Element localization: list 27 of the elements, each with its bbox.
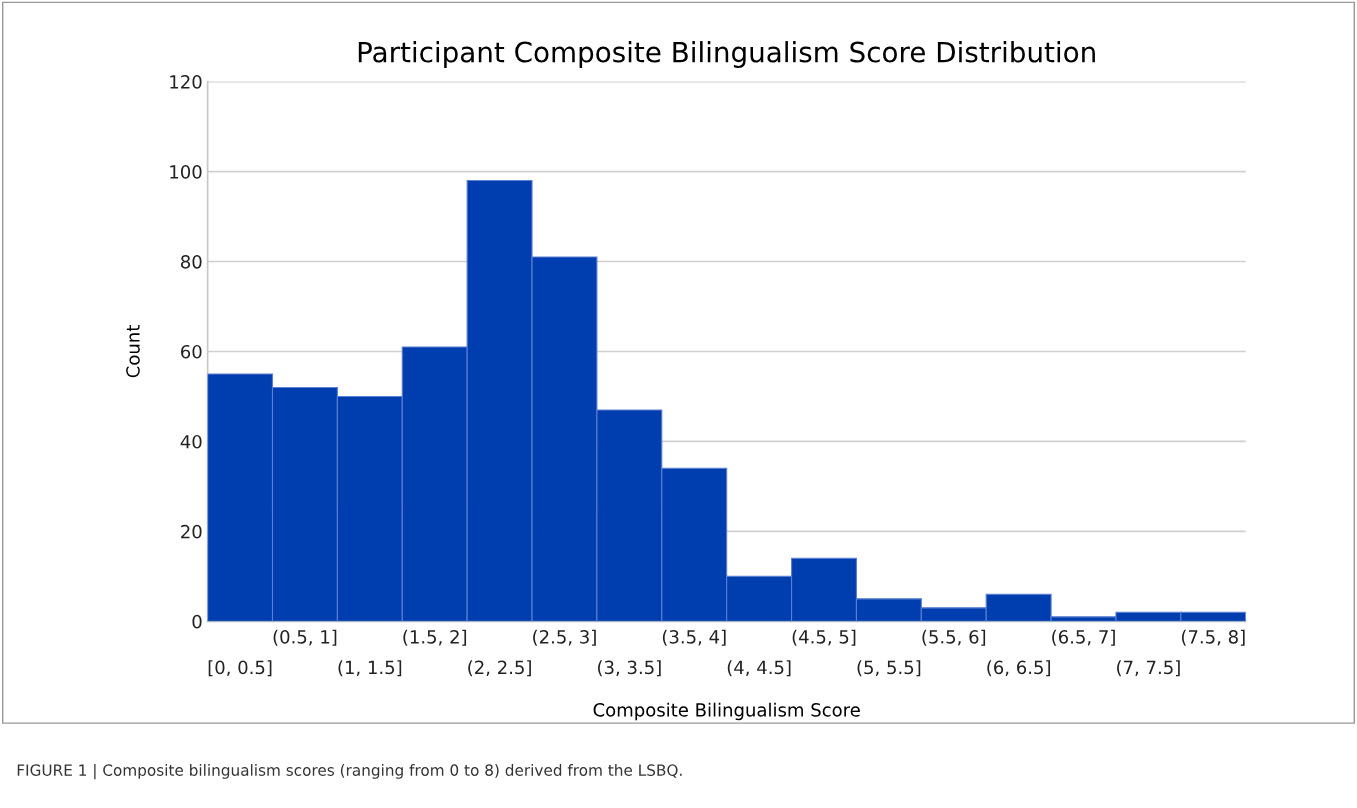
- caption: FIGURE 1 | Composite bilingualism scores (ranging from 0 to 8) derived from the LSBQ.: [17, 764, 682, 780]
- y-tick-label: 20: [181, 524, 202, 539]
- x-tick-label: (5, 5.5]: [857, 660, 921, 677]
- x-tick-label: (6, 6.5]: [987, 660, 1050, 677]
- y-tick-label: 0: [192, 614, 202, 629]
- chart-title: Participant Composite Bilingualism Score Distribution: [358, 41, 1095, 68]
- x-tick-label: (6.5, 7]: [1052, 629, 1115, 646]
- y-axis-title: Count: [126, 325, 140, 378]
- y-tick-label: 40: [180, 434, 202, 449]
- x-tick-label: (0.5, 1]: [273, 629, 337, 646]
- x-tick-label: (3, 3.5]: [598, 660, 661, 677]
- x-axis-title: Composite Bilingualism Score: [593, 702, 860, 721]
- x-tick-label: [0, 0.5]: [208, 660, 272, 677]
- y-tick-label: 120: [170, 75, 202, 89]
- x-tick-label: (4, 4.5]: [727, 660, 791, 677]
- x-tick-label: (1, 1.5]: [338, 660, 402, 677]
- x-tick-label: (2, 2.5]: [468, 660, 531, 677]
- x-tick-label: (7.5, 8]: [1181, 629, 1245, 646]
- x-tick-label: (4.5, 5]: [792, 629, 856, 646]
- x-tick-label: (7, 7.5]: [1117, 660, 1180, 677]
- y-tick-label: 100: [170, 165, 202, 179]
- x-tick-label: (1.5, 2]: [403, 629, 467, 646]
- x-tick-label: (5.5, 6]: [922, 629, 986, 646]
- x-tick-label: (2.5, 3]: [533, 629, 596, 646]
- x-tick-label: (3.5, 4]: [662, 629, 726, 646]
- y-tick-label: 60: [181, 344, 202, 359]
- y-tick-label: 80: [181, 254, 202, 269]
